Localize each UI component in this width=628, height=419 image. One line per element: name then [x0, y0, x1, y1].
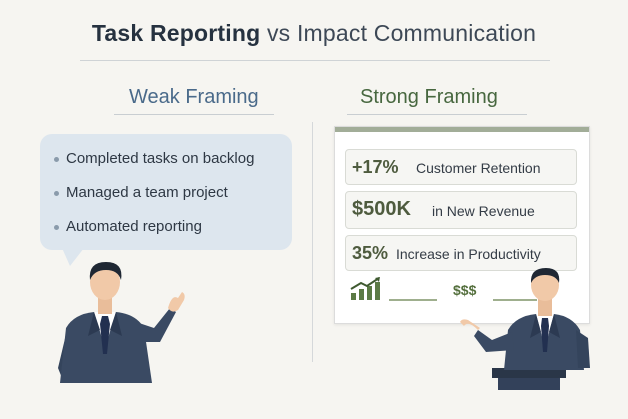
bullet-dot-icon — [54, 191, 59, 196]
title-rest: vs Impact Communication — [266, 20, 537, 46]
bullet-label: Completed tasks on backlog — [66, 150, 255, 167]
metric-desc: in New Revenue — [432, 203, 535, 219]
list-item: Managed a team project — [54, 178, 254, 212]
weak-speech-bubble: Completed tasks on backlog Managed a tea… — [40, 134, 292, 250]
money-icon: $$$ — [453, 282, 477, 298]
weak-bullet-list: Completed tasks on backlog Managed a tea… — [54, 144, 255, 246]
metric-card: $500K in New Revenue — [345, 191, 577, 229]
page-title: Task Reporting vs Impact Communication — [0, 20, 628, 47]
bullet-label: Managed a team project — [66, 184, 228, 201]
chart-line — [493, 299, 537, 301]
impact-board: +17% Customer Retention $500K in New Rev… — [334, 126, 590, 324]
weak-heading-underline — [114, 114, 274, 115]
growth-chart-icon — [350, 277, 380, 300]
metric-card: 35% Increase in Productivity — [345, 235, 577, 271]
strong-heading-underline — [347, 114, 527, 115]
chart-line — [389, 299, 437, 301]
weak-presenter-figure — [58, 262, 185, 383]
metric-card: +17% Customer Retention — [345, 149, 577, 185]
metric-value: $500K — [352, 198, 411, 220]
metric-desc: Customer Retention — [416, 160, 541, 176]
bullet-label: Automated reporting — [66, 218, 202, 235]
title-divider — [80, 60, 550, 61]
board-footer-icons: $$$ — [349, 277, 575, 303]
speech-bubble-tail — [62, 248, 84, 266]
list-item: Automated reporting — [54, 212, 254, 246]
strong-framing-heading: Strong Framing — [360, 86, 498, 108]
metric-desc: Increase in Productivity — [396, 246, 541, 262]
metric-value: 35% — [352, 243, 389, 263]
bullet-dot-icon — [54, 157, 59, 162]
column-divider — [312, 122, 313, 362]
bullet-dot-icon — [54, 225, 59, 230]
weak-framing-heading: Weak Framing — [129, 86, 259, 108]
title-bold: Task Reporting — [91, 20, 261, 46]
board-top-bar — [335, 127, 589, 132]
list-item: Completed tasks on backlog — [54, 144, 255, 178]
metric-value: +17% — [352, 157, 399, 177]
strong-presenter-figure — [460, 268, 590, 390]
